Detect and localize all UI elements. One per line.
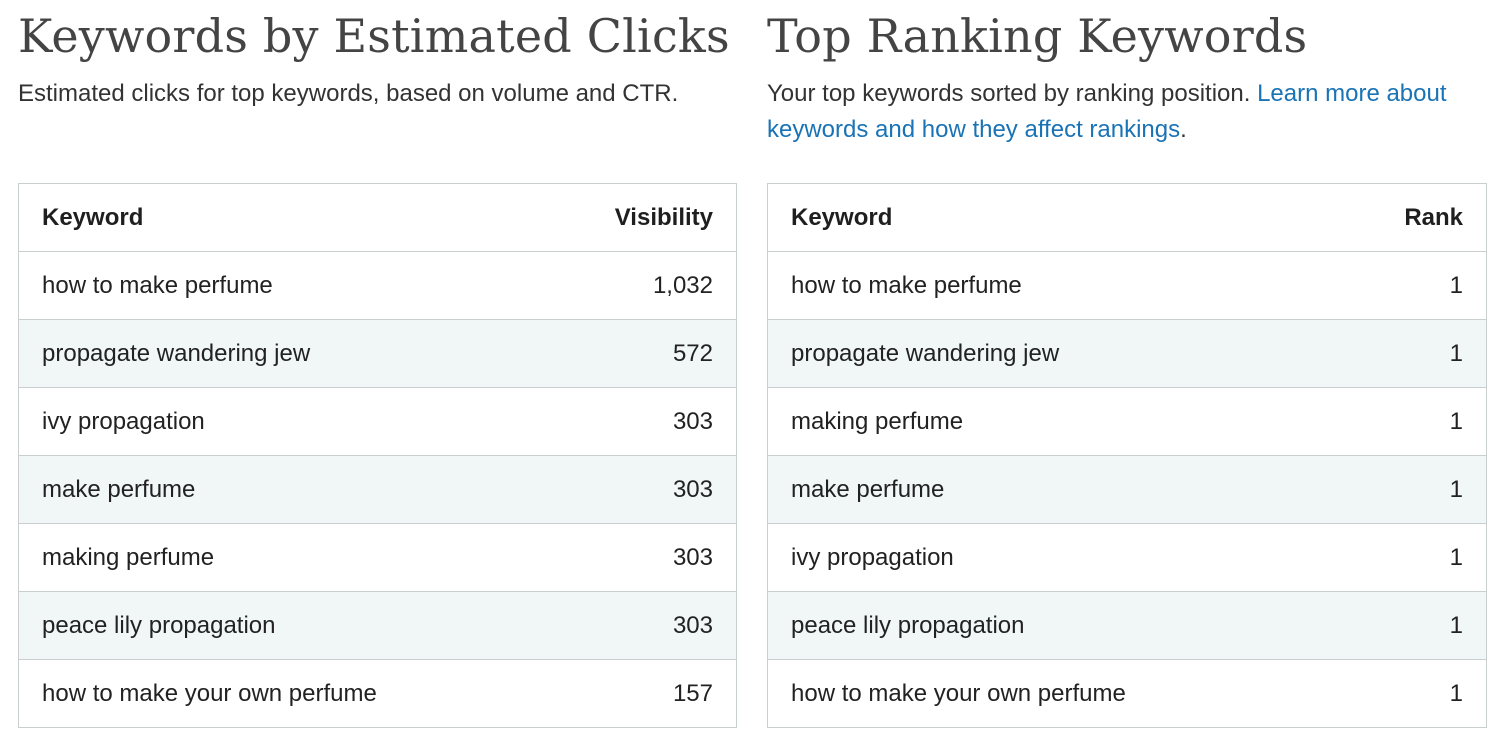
table-row: how to make your own perfume 1 bbox=[768, 660, 1486, 727]
keyword-cell: how to make perfume bbox=[791, 271, 1022, 299]
keyword-cell: propagate wandering jew bbox=[791, 339, 1060, 367]
table-header-row: Keyword Rank bbox=[768, 184, 1486, 252]
table-row: making perfume 1 bbox=[768, 388, 1486, 456]
keyword-cell: ivy propagation bbox=[42, 407, 205, 435]
estimated-clicks-table: Keyword Visibility how to make perfume 1… bbox=[18, 183, 737, 728]
visibility-cell: 303 bbox=[672, 407, 713, 435]
top-ranking-table: Keyword Rank how to make perfume 1 propa… bbox=[767, 183, 1487, 728]
table-row: make perfume 1 bbox=[768, 456, 1486, 524]
table-row: how to make your own perfume 157 bbox=[19, 660, 736, 727]
panel-description: Estimated clicks for top keywords, based… bbox=[18, 80, 679, 107]
keyword-cell: propagate wandering jew bbox=[42, 339, 311, 367]
visibility-cell: 303 bbox=[672, 611, 713, 639]
keyword-cell: ivy propagation bbox=[791, 543, 954, 571]
description-text: Your top keywords sorted by ranking posi… bbox=[767, 80, 1251, 107]
column-header-rank[interactable]: Rank bbox=[1404, 203, 1463, 231]
keyword-cell: peace lily propagation bbox=[791, 611, 1025, 639]
rank-cell: 1 bbox=[1449, 611, 1463, 639]
keyword-cell: how to make your own perfume bbox=[791, 679, 1126, 707]
keyword-cell: making perfume bbox=[791, 407, 964, 435]
rank-cell: 1 bbox=[1449, 407, 1463, 435]
learn-more-link[interactable]: Learn more about keywords and how they a… bbox=[767, 80, 1447, 143]
panel-title: Top Ranking Keywords bbox=[767, 9, 1308, 63]
table-row: ivy propagation 303 bbox=[19, 388, 736, 456]
table-row: peace lily propagation 1 bbox=[768, 592, 1486, 660]
panel-title: Keywords by Estimated Clicks bbox=[18, 9, 730, 63]
visibility-cell: 303 bbox=[672, 543, 713, 571]
rank-cell: 1 bbox=[1449, 271, 1463, 299]
visibility-cell: 572 bbox=[672, 339, 713, 367]
keyword-cell: peace lily propagation bbox=[42, 611, 276, 639]
rank-cell: 1 bbox=[1449, 543, 1463, 571]
table-row: peace lily propagation 303 bbox=[19, 592, 736, 660]
keyword-cell: how to make perfume bbox=[42, 271, 273, 299]
table-row: propagate wandering jew 1 bbox=[768, 320, 1486, 388]
keyword-cell: make perfume bbox=[42, 475, 196, 503]
table-row: make perfume 303 bbox=[19, 456, 736, 524]
keyword-cell: how to make your own perfume bbox=[42, 679, 377, 707]
table-row: propagate wandering jew 572 bbox=[19, 320, 736, 388]
column-header-keyword[interactable]: Keyword bbox=[791, 203, 893, 231]
keyword-cell: making perfume bbox=[42, 543, 215, 571]
visibility-cell: 303 bbox=[672, 475, 713, 503]
description-end: . bbox=[1180, 116, 1187, 143]
rank-cell: 1 bbox=[1449, 475, 1463, 503]
table-row: how to make perfume 1 bbox=[768, 252, 1486, 320]
panel-description: Your top keywords sorted by ranking posi… bbox=[767, 76, 1457, 148]
table-row: making perfume 303 bbox=[19, 524, 736, 592]
rank-cell: 1 bbox=[1449, 339, 1463, 367]
column-header-keyword[interactable]: Keyword bbox=[42, 203, 144, 231]
visibility-cell: 157 bbox=[672, 679, 713, 707]
table-row: ivy propagation 1 bbox=[768, 524, 1486, 592]
rank-cell: 1 bbox=[1449, 679, 1463, 707]
column-header-visibility[interactable]: Visibility bbox=[614, 203, 713, 231]
visibility-cell: 1,032 bbox=[652, 271, 713, 299]
table-header-row: Keyword Visibility bbox=[19, 184, 736, 252]
keyword-cell: make perfume bbox=[791, 475, 945, 503]
table-row: how to make perfume 1,032 bbox=[19, 252, 736, 320]
